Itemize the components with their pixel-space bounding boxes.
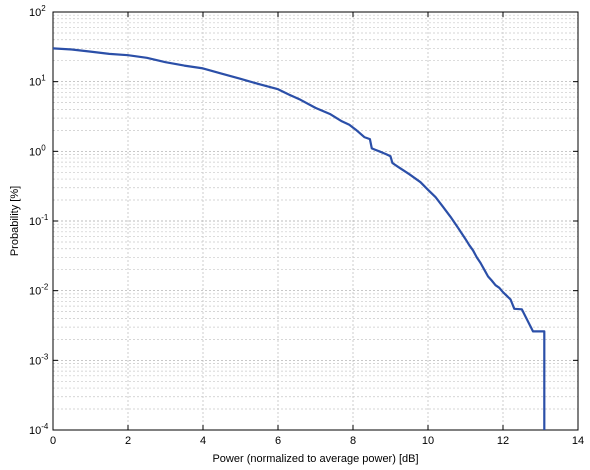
y-axis-label: Probability [%] (9, 186, 21, 256)
x-tick-label: 4 (200, 435, 206, 447)
grid-lines (53, 12, 578, 430)
y-tick-label: 100 (29, 143, 46, 158)
y-tick-label: 10-1 (29, 213, 49, 228)
y-tick-label: 10-3 (29, 352, 49, 367)
y-tick-label: 101 (29, 74, 46, 89)
series-line-0 (52, 47, 546, 430)
y-tick-label: 102 (29, 4, 46, 19)
x-tick-label: 10 (422, 435, 434, 447)
x-tick-label: 8 (350, 435, 356, 447)
x-tick-label: 0 (50, 435, 56, 447)
x-axis-label: Power (normalized to average power) [dB] (212, 453, 418, 465)
y-tick-label: 10-2 (29, 283, 49, 298)
x-tick-label: 6 (275, 435, 281, 447)
x-tick-label: 14 (572, 435, 584, 447)
y-tick-label: 10-4 (29, 422, 49, 437)
x-tick-label: 2 (125, 435, 131, 447)
x-tick-label: 12 (497, 435, 509, 447)
x-axis-ticks: 0 2 4 6 8 10 12 14 (50, 12, 584, 447)
y-axis-ticks: 10-4 10-3 10-2 10-1 100 101 102 (29, 4, 578, 437)
series-layer (52, 47, 546, 430)
plot-frame (52, 11, 579, 431)
